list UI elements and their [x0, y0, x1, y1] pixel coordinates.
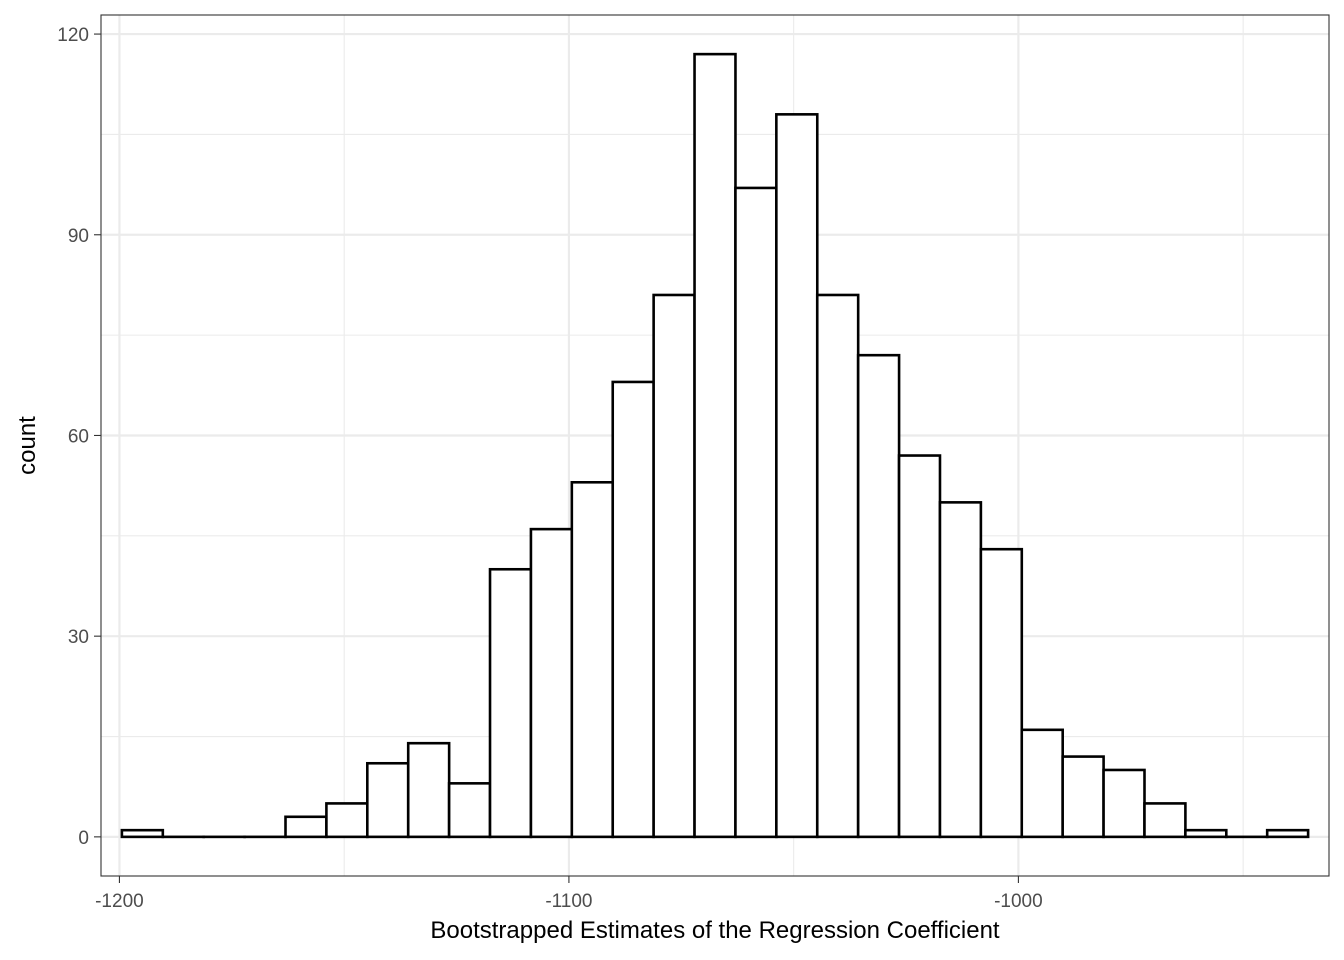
histogram-bar	[284, 815, 328, 839]
histogram-bar	[529, 527, 574, 839]
histogram-bar	[1020, 728, 1064, 839]
x-axis-tick-labels: -1200 -1100 -1000	[95, 891, 1043, 912]
y-axis-title: count	[14, 416, 41, 475]
y-tick-label: 30	[68, 627, 89, 648]
histogram-bar	[570, 480, 615, 839]
y-axis-tick-labels: 0 30 60 90 120	[57, 25, 89, 849]
histogram-bar	[488, 567, 533, 839]
histogram-bar	[1102, 768, 1146, 839]
histogram-bar	[406, 741, 451, 839]
x-tick-label: -1100	[545, 891, 592, 912]
histogram-bar	[1061, 755, 1105, 839]
histogram-bar	[447, 782, 492, 839]
histogram-bar	[1184, 828, 1228, 839]
histogram-bar	[897, 454, 942, 839]
x-axis-title: Bootstrapped Estimates of the Regression…	[430, 917, 1000, 944]
histogram-bar	[1143, 802, 1187, 839]
histogram-bar	[815, 293, 860, 839]
histogram-bar	[979, 547, 1024, 839]
histogram-bar	[775, 113, 819, 839]
histogram-bar	[366, 761, 410, 839]
histogram-bar	[611, 380, 655, 839]
y-tick-label: 0	[78, 828, 89, 849]
x-tick-label: -1000	[994, 891, 1043, 912]
y-tick-label: 120	[57, 25, 89, 46]
x-tick-label: -1200	[95, 891, 144, 912]
histogram-bar	[856, 353, 901, 839]
y-tick-label: 90	[68, 226, 89, 247]
histogram-bar	[734, 186, 778, 839]
histogram-bars	[120, 52, 1310, 839]
y-tick-label: 60	[68, 426, 89, 447]
axis-ticks	[94, 33, 1019, 883]
histogram-bar	[693, 52, 737, 839]
histogram-bar	[325, 802, 369, 839]
histogram-bar	[1265, 828, 1310, 839]
histogram-bar	[652, 293, 696, 839]
panel-border	[100, 14, 1330, 877]
histogram-bar	[938, 501, 983, 839]
histogram-bar	[120, 828, 165, 839]
